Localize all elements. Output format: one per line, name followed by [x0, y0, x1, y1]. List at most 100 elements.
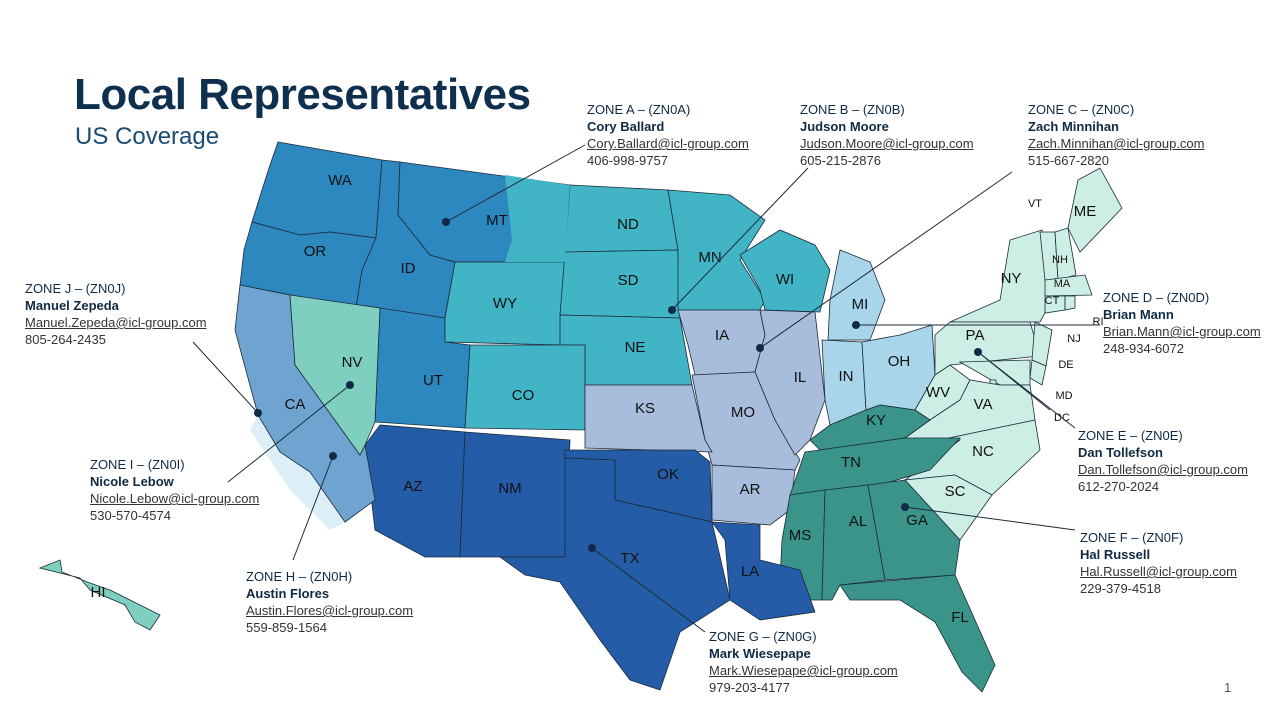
rep-email-link[interactable]: Brian.Mann@icl-group.com [1103, 324, 1261, 339]
rep-email-link[interactable]: Mark.Wiesepape@icl-group.com [709, 663, 898, 678]
zone-heading: ZONE H – (ZN0H) [246, 569, 353, 584]
state-label: CO [512, 387, 535, 404]
leader-line [192, 341, 259, 414]
state-fl[interactable] [839, 574, 996, 693]
state-wi[interactable] [739, 229, 831, 313]
state-hi[interactable] [38, 559, 161, 631]
state-label: MS [789, 527, 812, 544]
state-label: TN [841, 454, 861, 471]
state-label: CT [1045, 295, 1060, 307]
rep-name: Mark Wiesepape [709, 646, 811, 661]
state-nj[interactable] [1031, 321, 1053, 367]
zone-heading: ZONE E – (ZN0E) [1078, 428, 1183, 443]
rep-name: Brian Mann [1103, 307, 1174, 322]
leader-line [977, 351, 1051, 411]
leader-line [445, 144, 586, 223]
zone-heading: ZONE C – (ZN0C) [1028, 102, 1135, 117]
state-label: IL [794, 369, 807, 386]
location-dot [346, 381, 354, 389]
state-mi[interactable] [827, 249, 886, 341]
rep-phone: 229-379-4518 [1080, 581, 1161, 596]
rep-phone: 530-570-4574 [90, 508, 171, 523]
state-label: GA [906, 512, 928, 529]
coastal-shading [250, 415, 345, 530]
rep-phone: 805-264-2435 [25, 332, 106, 347]
rep-email-link[interactable]: Zach.Minnihan@icl-group.com [1028, 136, 1205, 151]
location-dot [668, 306, 676, 314]
state-label: WI [776, 271, 794, 288]
leader-line [671, 167, 809, 311]
rep-name: Austin Flores [246, 586, 330, 601]
rep-phone: 605-215-2876 [800, 153, 881, 168]
state-label: IN [839, 368, 854, 385]
state-label: RI [1093, 316, 1104, 328]
state-ma[interactable] [1044, 274, 1093, 297]
leader-line [759, 171, 1013, 349]
state-label: PA [966, 327, 985, 344]
state-label: WA [328, 172, 352, 189]
rep-name: Hal Russell [1080, 547, 1151, 562]
rep-name: Zach Minnihan [1028, 119, 1119, 134]
state-label: VT [1028, 198, 1042, 210]
state-nv[interactable] [289, 294, 381, 456]
state-label: DE [1058, 359, 1073, 371]
rep-email-link[interactable]: Cory.Ballard@icl-group.com [587, 136, 749, 151]
rep-email-link[interactable]: Dan.Tollefson@icl-group.com [1078, 462, 1248, 477]
state-label: TX [620, 550, 639, 567]
rep-phone: 612-270-2024 [1078, 479, 1159, 494]
state-label: ID [401, 260, 416, 277]
rep-phone: 515-667-2820 [1028, 153, 1109, 168]
rep-email-link[interactable]: Nicole.Lebow@icl-group.com [90, 491, 260, 506]
zone-h-contact: ZONE H – (ZN0H) Austin Flores Austin.Flore… [246, 568, 413, 636]
rep-email-link[interactable]: Judson.Moore@icl-group.com [800, 136, 974, 151]
rep-name: Dan Tollefson [1078, 445, 1163, 460]
leader-line [292, 455, 334, 561]
state-label: OK [657, 466, 679, 483]
location-dot [442, 218, 450, 226]
zone-heading: ZONE J – (ZN0J) [25, 281, 126, 296]
state-la[interactable] [711, 521, 816, 621]
state-label: OH [888, 353, 911, 370]
state-de[interactable] [1029, 359, 1047, 386]
state-label: NM [498, 480, 521, 497]
location-dot [756, 344, 764, 352]
state-nh[interactable] [1054, 227, 1077, 281]
rep-phone: 406-998-9757 [587, 153, 668, 168]
rep-email-link[interactable]: Manuel.Zepeda@icl-group.com [25, 315, 207, 330]
page-number: 1 [1224, 680, 1232, 695]
location-dot [254, 409, 262, 417]
zone-j-contact: ZONE J – (ZN0J) Manuel Zepeda Manuel.Zeped… [25, 280, 207, 348]
state-ks[interactable] [584, 384, 713, 453]
zone-heading: ZONE G – (ZN0G) [709, 629, 817, 644]
zone-f-contact: ZONE F – (ZN0F) Hal Russell Hal.Russell@ic… [1080, 529, 1237, 597]
zone-e-contact: ZONE E – (ZN0E) Dan Tollefson Dan.Tollefso… [1078, 427, 1248, 495]
state-label: ND [617, 216, 639, 233]
state-label: MA [1054, 278, 1071, 290]
state-ga[interactable] [867, 479, 961, 581]
rep-name: Nicole Lebow [90, 474, 174, 489]
zone-i-contact: ZONE I – (ZN0I) Nicole Lebow Nicole.Lebow@… [90, 456, 259, 524]
state-label: NC [972, 443, 994, 460]
rep-email-link[interactable]: Hal.Russell@icl-group.com [1080, 564, 1237, 579]
state-wa[interactable] [251, 141, 383, 239]
state-label: SD [618, 272, 639, 289]
zone-heading: ZONE B – (ZN0B) [800, 102, 905, 117]
state-label: WV [926, 384, 950, 401]
rep-email-link[interactable]: Austin.Flores@icl-group.com [246, 603, 414, 618]
state-label: MT [486, 212, 508, 229]
state-label: MI [852, 296, 869, 313]
rep-phone: 979-203-4177 [709, 680, 790, 695]
state-label: MD [1055, 390, 1072, 402]
state-label: NH [1052, 254, 1068, 266]
state-tx[interactable] [498, 457, 731, 691]
state-label: VA [974, 396, 993, 413]
zone-b-contact: ZONE B – (ZN0B) Judson Moore Judson.Moore@… [800, 101, 974, 169]
rep-name: Manuel Zepeda [25, 298, 119, 313]
zone-c-contact: ZONE C – (ZN0C) Zach Minnihan Zach.Minniha… [1028, 101, 1205, 169]
state-label: UT [423, 372, 443, 389]
state-label: MO [731, 404, 755, 421]
state-ri[interactable] [1064, 295, 1076, 311]
location-dot [588, 544, 596, 552]
state-label: SC [945, 483, 966, 500]
state-me[interactable] [1067, 167, 1123, 253]
